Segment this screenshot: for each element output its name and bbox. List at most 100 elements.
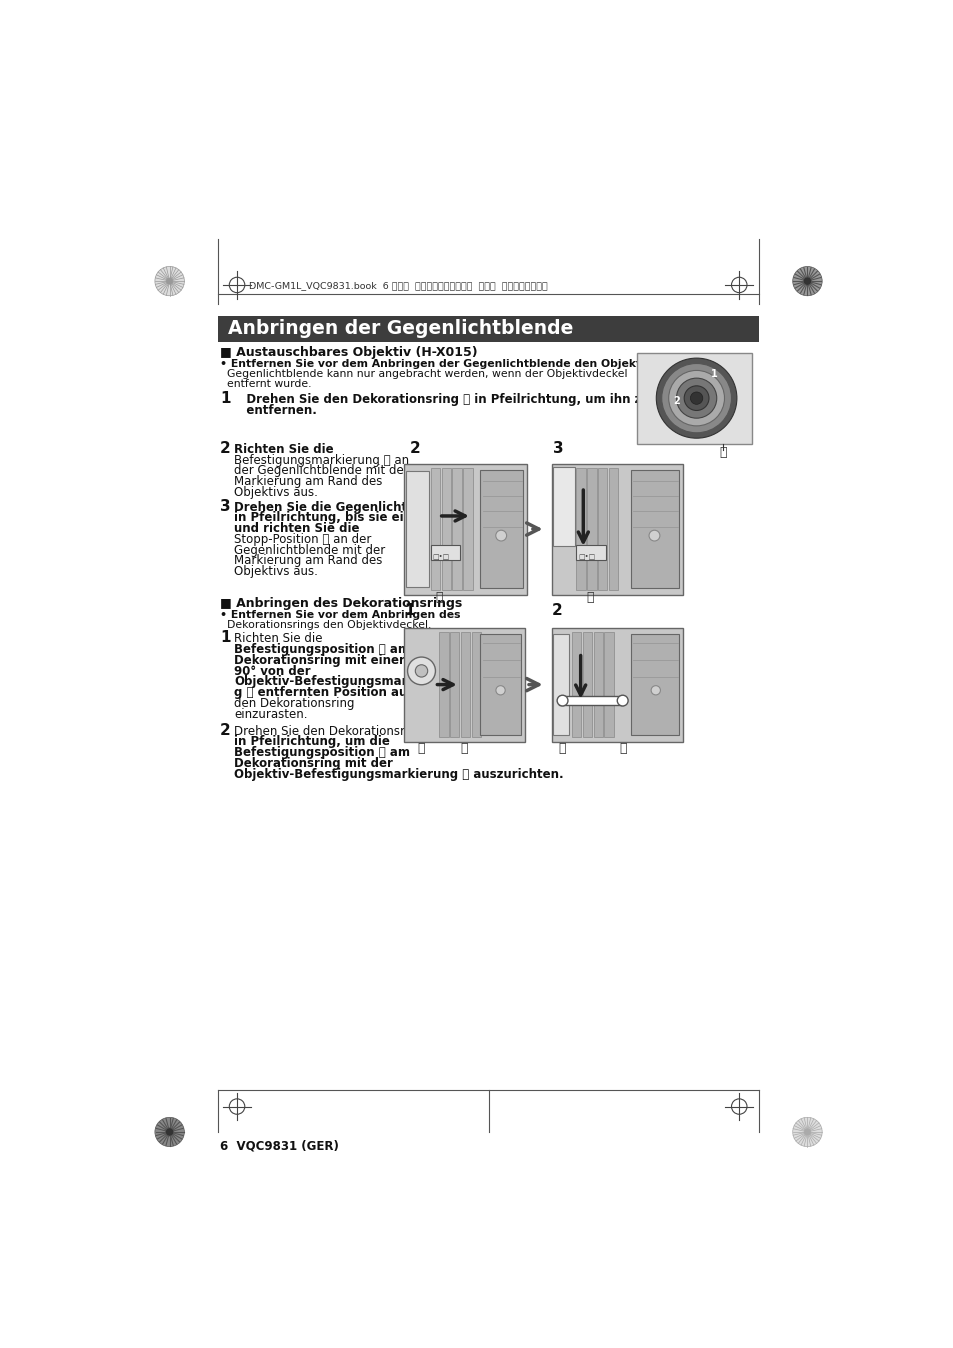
Text: 2: 2: [220, 441, 231, 456]
Circle shape: [651, 686, 659, 696]
Bar: [404, 628, 524, 741]
Bar: [404, 464, 526, 594]
Circle shape: [165, 1128, 173, 1136]
Circle shape: [683, 386, 708, 411]
Text: Dekorationsring mit der: Dekorationsring mit der: [233, 758, 393, 770]
Circle shape: [557, 696, 567, 706]
Text: in Pfeilrichtung, bis sie einrastet,: in Pfeilrichtung, bis sie einrastet,: [233, 511, 456, 524]
Text: Ⓔ: Ⓔ: [618, 743, 626, 755]
Text: Ⓓ: Ⓓ: [417, 743, 425, 755]
Text: 1: 1: [404, 604, 415, 619]
Text: Befestigungsposition Ⓓ am: Befestigungsposition Ⓓ am: [233, 643, 410, 656]
Text: entfernen.: entfernen.: [233, 403, 316, 417]
Bar: [463, 468, 472, 590]
Bar: [630, 469, 679, 588]
Bar: [587, 468, 596, 590]
Text: Richten Sie die: Richten Sie die: [233, 443, 334, 456]
Text: ■ Anbringen des Dekorationsrings: ■ Anbringen des Dekorationsrings: [220, 597, 462, 609]
Circle shape: [690, 392, 702, 404]
Text: Markierung am Rand des: Markierung am Rand des: [233, 474, 382, 488]
Text: 2: 2: [551, 604, 562, 619]
Circle shape: [167, 278, 172, 284]
Bar: [218, 315, 759, 342]
Bar: [630, 634, 679, 736]
Text: Drehen Sie die Gegenlichtblende: Drehen Sie die Gegenlichtblende: [233, 500, 452, 514]
Bar: [480, 469, 522, 588]
Text: Markierung am Rand des: Markierung am Rand des: [233, 554, 382, 568]
Circle shape: [415, 665, 427, 677]
Text: Ⓔ: Ⓔ: [460, 743, 468, 755]
Text: 90° von der: 90° von der: [233, 665, 311, 678]
Bar: [604, 632, 613, 737]
Text: Gegenlichtblende kann nur angebracht werden, wenn der Objektivdeckel: Gegenlichtblende kann nur angebracht wer…: [220, 368, 627, 379]
Text: ■ Austauschbares Objektiv (H-X015): ■ Austauschbares Objektiv (H-X015): [220, 346, 477, 359]
Text: □•□: □•□: [432, 554, 449, 561]
Circle shape: [803, 1128, 810, 1135]
Bar: [551, 628, 682, 741]
Circle shape: [154, 267, 184, 295]
Bar: [431, 468, 439, 590]
Text: Ⓑ: Ⓑ: [436, 590, 442, 604]
Text: Drehen Sie den Dekorationsring: Drehen Sie den Dekorationsring: [233, 725, 423, 737]
Text: • Entfernen Sie vor dem Anbringen der Gegenlichtblende den Objektivdeckel. Die: • Entfernen Sie vor dem Anbringen der Ge…: [220, 359, 719, 368]
Bar: [608, 468, 618, 590]
Circle shape: [617, 696, 627, 706]
Circle shape: [676, 379, 716, 418]
Bar: [431, 545, 459, 561]
Bar: [598, 468, 607, 590]
Text: Gegenlichtblende mit der: Gegenlichtblende mit der: [233, 543, 385, 557]
Bar: [553, 468, 575, 546]
Text: Dekorationsrings den Objektivdeckel.: Dekorationsrings den Objektivdeckel.: [220, 620, 431, 630]
Text: Objektivs aus.: Objektivs aus.: [233, 485, 317, 499]
Text: 3: 3: [220, 499, 231, 514]
Text: Ⓓ: Ⓓ: [558, 743, 566, 755]
Bar: [576, 468, 585, 590]
Bar: [576, 545, 605, 561]
Bar: [553, 634, 568, 736]
Text: 2: 2: [673, 396, 679, 406]
Text: 1: 1: [220, 631, 231, 646]
Text: in Pfeilrichtung, um die: in Pfeilrichtung, um die: [233, 736, 390, 748]
Bar: [593, 632, 602, 737]
Text: 2: 2: [220, 723, 231, 737]
Text: g Ⓔ entfernten Position aus, um: g Ⓔ entfernten Position aus, um: [233, 686, 443, 700]
Text: Objektivs aus.: Objektivs aus.: [233, 565, 317, 578]
Text: Drehen Sie den Dekorationsring Ⓐ in Pfeilrichtung, um ihn zu: Drehen Sie den Dekorationsring Ⓐ in Pfei…: [233, 392, 649, 406]
Text: Richten Sie die: Richten Sie die: [233, 632, 322, 646]
Text: Objektiv-Befestigungsmarkierung Ⓔ auszurichten.: Objektiv-Befestigungsmarkierung Ⓔ auszur…: [233, 768, 563, 780]
Text: und richten Sie die: und richten Sie die: [233, 522, 359, 535]
Text: Befestigungsmarkierung Ⓑ an: Befestigungsmarkierung Ⓑ an: [233, 453, 409, 466]
Text: Dekorationsring mit einer etwa: Dekorationsring mit einer etwa: [233, 654, 441, 667]
Text: DMC-GM1L_VQC9831.book  6 ページ  ２０１４年４月２４日  木曜日  午前１０時１０分: DMC-GM1L_VQC9831.book 6 ページ ２０１４年４月２４日 木…: [249, 282, 548, 290]
Text: 1: 1: [710, 368, 717, 379]
Circle shape: [407, 656, 435, 685]
Circle shape: [496, 686, 505, 696]
Text: den Dekorationsring: den Dekorationsring: [233, 697, 355, 710]
Circle shape: [792, 1117, 821, 1147]
Text: Anbringen der Gegenlichtblende: Anbringen der Gegenlichtblende: [228, 319, 573, 338]
Circle shape: [668, 371, 723, 426]
Text: der Gegenlichtblende mit der: der Gegenlichtblende mit der: [233, 464, 408, 477]
Text: einzurasten.: einzurasten.: [233, 708, 307, 721]
Bar: [582, 632, 592, 737]
Circle shape: [154, 1117, 184, 1147]
Text: 3: 3: [553, 441, 563, 456]
Text: • Entfernen Sie vor dem Anbringen des: • Entfernen Sie vor dem Anbringen des: [220, 609, 460, 620]
Bar: [450, 632, 459, 737]
Bar: [472, 632, 480, 737]
Text: Befestigungsposition Ⓓ am: Befestigungsposition Ⓓ am: [233, 747, 410, 759]
Text: 1: 1: [220, 391, 231, 406]
Text: Stopp-Position Ⓒ an der: Stopp-Position Ⓒ an der: [233, 532, 371, 546]
Bar: [460, 632, 470, 737]
Bar: [406, 472, 429, 586]
Bar: [551, 464, 682, 594]
Circle shape: [802, 276, 811, 286]
Text: entfernt wurde.: entfernt wurde.: [220, 379, 312, 388]
Circle shape: [661, 364, 731, 433]
Circle shape: [792, 267, 821, 295]
Text: □•□: □•□: [578, 554, 595, 561]
Bar: [571, 632, 580, 737]
Circle shape: [656, 359, 736, 438]
Bar: [637, 353, 751, 443]
Text: 2: 2: [410, 441, 420, 456]
